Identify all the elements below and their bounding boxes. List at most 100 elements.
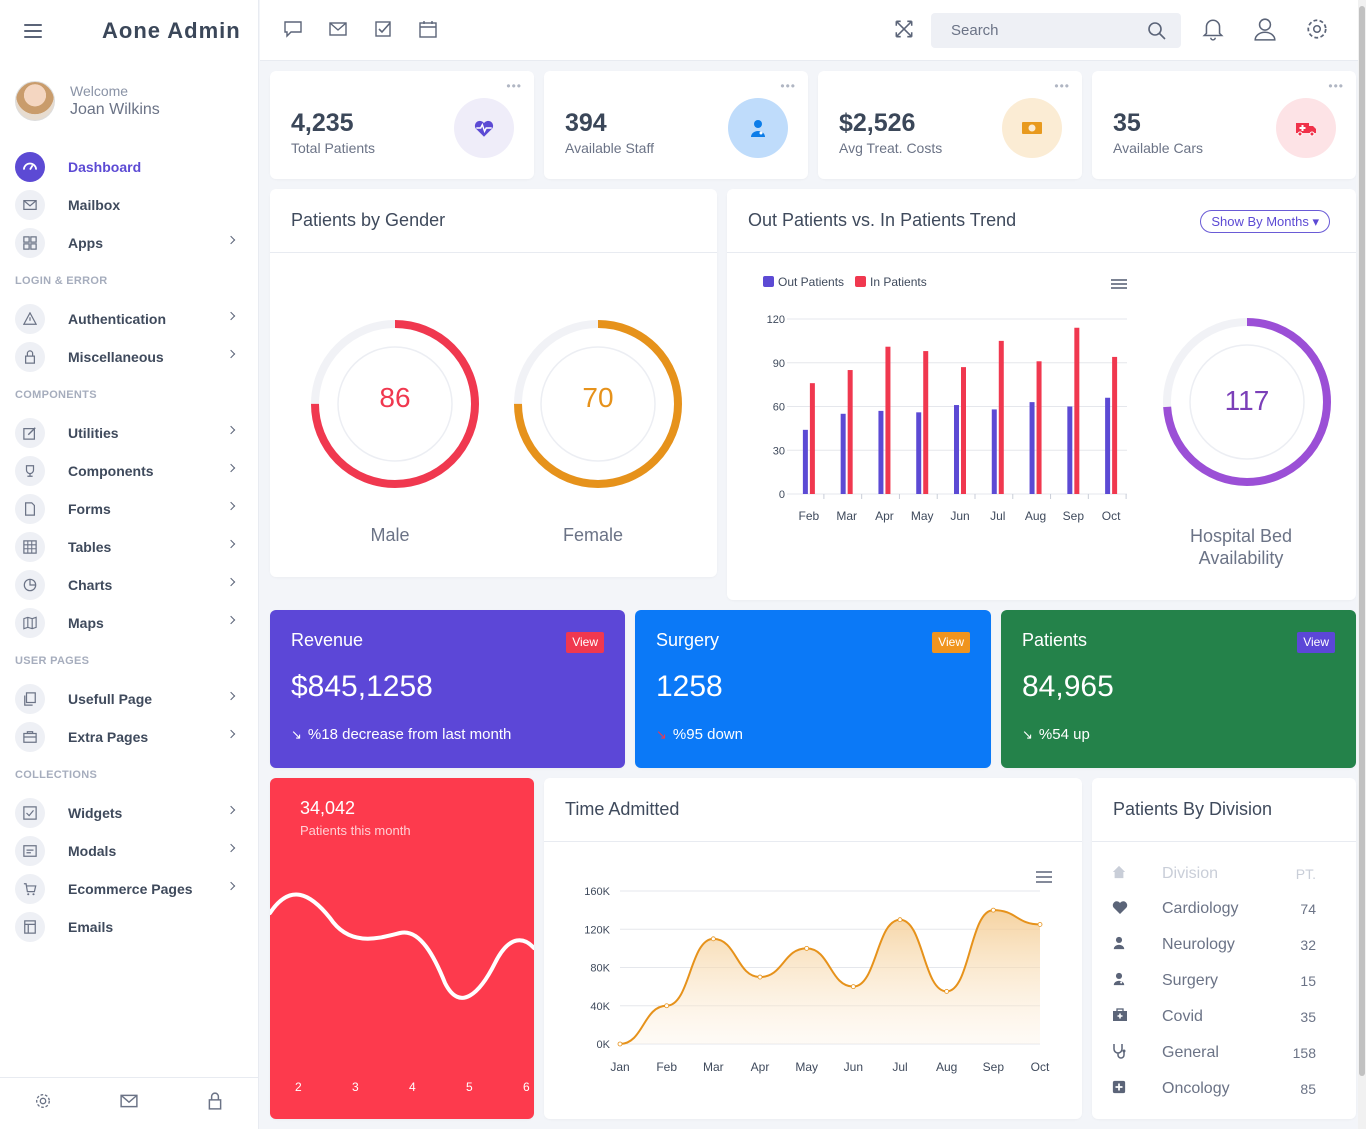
more-icon[interactable]: ••• (1054, 79, 1070, 93)
sidebar-item-usefull-page[interactable]: Usefull Page (0, 680, 258, 718)
menu-toggle-icon[interactable] (24, 24, 42, 38)
user-profile[interactable]: Welcome Joan Wilkins (0, 62, 258, 122)
patients-card: Patients View 84,965 ↘ %54 up (1001, 610, 1356, 768)
sidebar-item-utilities[interactable]: Utilities (0, 414, 258, 452)
view-button[interactable]: View (1297, 632, 1335, 653)
settings-icon[interactable] (34, 1092, 52, 1115)
avatar[interactable] (15, 81, 55, 121)
data-point (710, 936, 716, 942)
division-row[interactable]: Oncology 85 (1112, 1071, 1322, 1107)
chart-menu-icon[interactable] (1035, 870, 1053, 889)
more-icon[interactable]: ••• (780, 79, 796, 93)
lock-icon[interactable] (206, 1092, 224, 1115)
fullscreen-icon[interactable] (893, 18, 915, 45)
sidebar-item-components[interactable]: Components (0, 452, 258, 490)
division-row[interactable]: Neurology 32 (1112, 927, 1322, 963)
checkbox-icon[interactable] (373, 19, 393, 44)
division-row[interactable]: Cardiology 74 (1112, 891, 1322, 927)
sidebar-item-label: Utilities (68, 425, 119, 441)
sidebar-item-tables[interactable]: Tables (0, 528, 258, 566)
legend-label: Out Patients (778, 275, 844, 289)
sidebar-item-charts[interactable]: Charts (0, 566, 258, 604)
stat-value: 35 (1113, 109, 1141, 137)
table-icon (15, 532, 45, 562)
mail-icon[interactable] (120, 1092, 138, 1115)
bar (809, 383, 815, 494)
view-button[interactable]: View (932, 632, 970, 653)
section-label-collections: COLLECTIONS (15, 769, 98, 781)
settings-icon[interactable] (1306, 17, 1328, 46)
chart-menu-icon[interactable] (1111, 279, 1127, 289)
division-header-name: Division (1162, 865, 1219, 882)
chevron-right-icon (226, 501, 236, 511)
x-tick-label: May (795, 1060, 818, 1074)
bar (1105, 397, 1111, 494)
chevron-right-icon (226, 729, 236, 739)
time-admitted-area-chart: 0K 40K 80K 120K 160K Jan Feb Mar Apr May Jun Jul Aug… (584, 886, 1050, 1074)
card-title: Surgery (656, 630, 720, 650)
trend-card: Out Patients vs. In Patients Trend Show … (727, 189, 1356, 600)
y-tick-label: 120K (584, 924, 610, 936)
stat-value: $2,526 (839, 109, 916, 137)
sidebar-item-widgets[interactable]: Widgets (0, 794, 258, 832)
sidebar-footer (0, 1077, 258, 1129)
division-header-row: Division PT. (1112, 856, 1322, 892)
x-tick-label: Jul (892, 1060, 907, 1074)
division-name: General (1162, 1044, 1219, 1061)
bell-icon[interactable] (1202, 17, 1224, 46)
view-button[interactable]: View (566, 632, 604, 653)
sidebar-item-miscellaneous[interactable]: Miscellaneous (0, 338, 258, 376)
sidebar-item-maps[interactable]: Maps (0, 604, 258, 642)
x-tick-label: Feb (799, 509, 820, 523)
bar (1029, 402, 1035, 494)
sidebar-item-emails[interactable]: Emails (0, 908, 258, 946)
calendar-icon[interactable] (418, 19, 438, 44)
sidebar-item-mailbox[interactable]: Mailbox (0, 186, 258, 224)
chevron-right-icon (226, 463, 236, 473)
division-row[interactable]: General 158 (1112, 1035, 1322, 1071)
user-icon[interactable] (1254, 17, 1276, 46)
chevron-right-icon (226, 615, 236, 625)
x-tick-label: May (911, 509, 934, 523)
grid-icon (15, 228, 45, 258)
sidebar-item-modals[interactable]: Modals (0, 832, 258, 870)
more-icon[interactable]: ••• (506, 79, 522, 93)
brand-logo[interactable]: Aone Admin (102, 18, 241, 43)
sidebar-item-apps[interactable]: Apps (0, 224, 258, 262)
division-row[interactable]: Covid 35 (1112, 999, 1322, 1035)
sidebar-item-label: Components (68, 463, 154, 479)
sidebar-item-extra-pages[interactable]: Extra Pages (0, 718, 258, 756)
sidebar-item-authentication[interactable]: Authentication (0, 300, 258, 338)
more-icon[interactable]: ••• (1328, 79, 1344, 93)
topbar-shortcuts (283, 19, 438, 44)
chevron-right-icon (226, 539, 236, 549)
division-value: 15 (1300, 973, 1316, 989)
sidebar-item-ecommerce[interactable]: Ecommerce Pages (0, 870, 258, 908)
data-point (617, 1041, 623, 1047)
page-scrollbar[interactable] (1358, 0, 1366, 1129)
bar (1074, 327, 1080, 494)
home-icon (1112, 865, 1162, 884)
division-row[interactable]: Surgery 15 (1112, 963, 1322, 999)
show-by-months-button[interactable]: Show By Months ▾ (1200, 210, 1330, 233)
topbar-actions (1202, 17, 1328, 46)
sidebar-item-dashboard[interactable]: Dashboard (0, 148, 258, 186)
search-icon[interactable] (1147, 21, 1167, 46)
sidebar-item-label: Miscellaneous (68, 349, 164, 365)
sidebar-item-forms[interactable]: Forms (0, 490, 258, 528)
cart-icon (15, 874, 45, 904)
x-tick-label: Apr (751, 1060, 770, 1074)
bar (878, 410, 884, 494)
section-label-user-pages: USER PAGES (15, 655, 90, 667)
mail-icon[interactable] (328, 19, 348, 44)
sidebar-item-label: Forms (68, 501, 111, 517)
axis-tick-label: 5 (466, 1080, 473, 1094)
chat-icon[interactable] (283, 19, 303, 44)
y-tick-label: 120 (767, 314, 785, 326)
search-input[interactable] (931, 13, 1131, 48)
sidebar-item-label: Maps (68, 615, 104, 631)
female-label: Female (562, 525, 624, 545)
male-radial-chart (311, 320, 479, 488)
dashboard-icon (15, 152, 45, 182)
patients-month-card: 34,042 Patients this month 2 3 4 5 6 (270, 778, 534, 1119)
